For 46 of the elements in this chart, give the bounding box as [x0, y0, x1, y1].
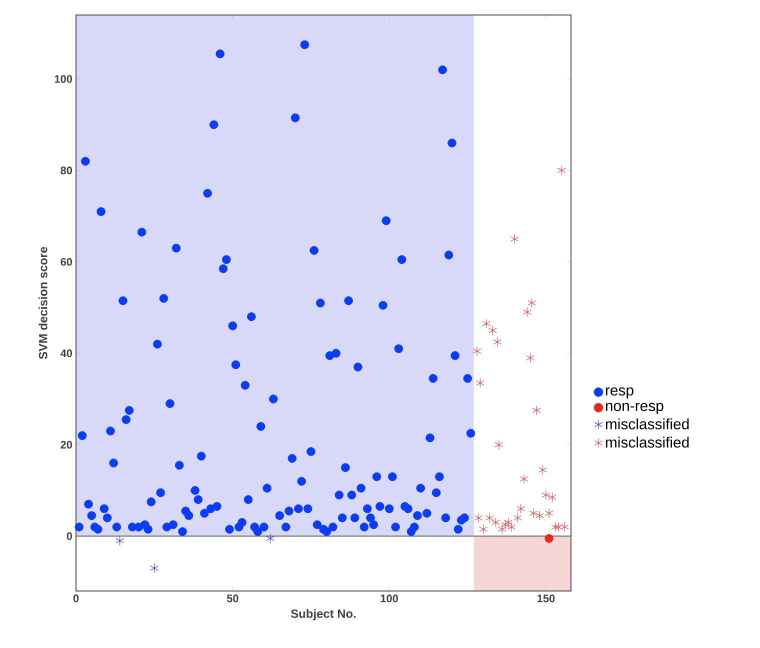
point — [522, 307, 532, 317]
x-tick-label: 100 — [380, 594, 398, 602]
point — [494, 440, 504, 450]
y-tick-label: 40 — [60, 349, 72, 358]
point — [476, 378, 484, 388]
point — [526, 353, 534, 363]
legend-label: misclassified — [606, 436, 689, 448]
point — [150, 563, 159, 573]
point — [479, 524, 488, 534]
point — [532, 406, 541, 416]
x-tick-label: 50 — [226, 594, 238, 602]
point — [266, 534, 274, 544]
point — [528, 298, 536, 308]
point — [493, 337, 502, 347]
y-tick-label: 60 — [60, 258, 72, 266]
point — [501, 520, 510, 530]
y-tick-label: 80 — [60, 166, 72, 174]
point — [472, 346, 482, 356]
point — [544, 508, 554, 518]
y-tick-label: 100 — [54, 75, 72, 83]
y-axis-title: SVM decision score — [38, 246, 48, 360]
point — [544, 534, 554, 543]
y-tick-label: 20 — [60, 440, 72, 449]
y-tick-label: 0 — [66, 532, 72, 540]
point — [516, 504, 526, 514]
point — [560, 522, 569, 532]
point — [116, 536, 124, 546]
point — [538, 465, 547, 475]
x-tick-label: 150 — [537, 594, 555, 602]
point — [554, 522, 563, 532]
point — [548, 492, 556, 502]
point — [510, 234, 519, 244]
x-tick-label: 0 — [73, 594, 79, 602]
point — [542, 490, 550, 500]
legend-label: resp — [606, 387, 634, 399]
point — [551, 522, 560, 532]
point — [474, 513, 483, 523]
legend-label: misclassified — [606, 418, 689, 430]
point — [514, 513, 522, 523]
point — [520, 474, 528, 484]
point — [529, 508, 538, 518]
legend-label: non-resp — [606, 402, 664, 414]
point — [535, 510, 544, 520]
point — [557, 166, 566, 176]
x-axis-title: Subject No. — [290, 609, 356, 620]
point — [485, 513, 494, 523]
